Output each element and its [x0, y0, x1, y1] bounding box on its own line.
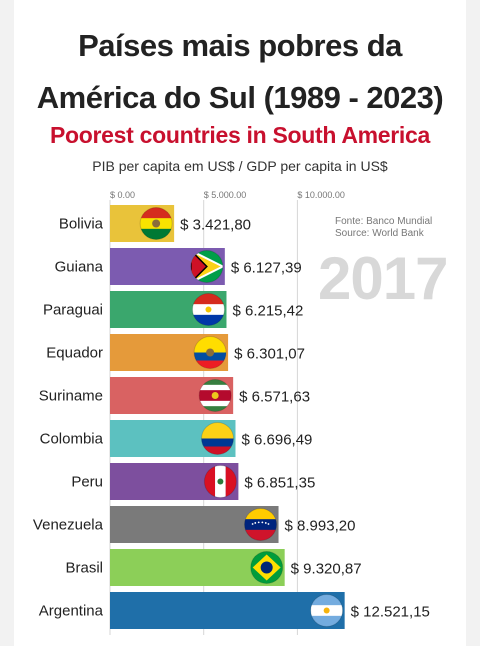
category-label: Paraguai: [43, 302, 103, 319]
x-tick-label: $ 10.000.00: [297, 190, 345, 200]
value-label: $ 6.571,63: [239, 389, 310, 406]
year-label: 2017: [318, 245, 448, 312]
guyana-flag: [190, 250, 223, 283]
bolivia-flag: [140, 207, 173, 240]
category-label: Peru: [71, 474, 103, 491]
value-label: $ 6.215,42: [232, 303, 303, 320]
value-label: $ 8.993,20: [285, 518, 356, 535]
bar-row: Paraguai $ 6.215,42: [43, 291, 303, 328]
x-tick-label: $ 5.000.00: [204, 190, 247, 200]
title-line-2: América do Sul (1989 - 2023): [36, 80, 444, 115]
value-label: $ 6.696,49: [241, 432, 312, 449]
category-label: Bolivia: [59, 216, 104, 233]
right-margin: [466, 0, 480, 646]
value-label: $ 6.127,39: [231, 260, 302, 277]
argentina-flag: [310, 594, 343, 627]
category-label: Equador: [46, 345, 103, 362]
bar-row: Brasil $ 9.320,87: [65, 549, 362, 586]
bar-row: Peru $ 6.851,35: [71, 463, 315, 500]
bar-row: Colombia $ 6.696,49: [40, 420, 312, 457]
brazil-flag: [250, 551, 283, 584]
bar-row: Bolivia $ 3.421,80: [59, 205, 251, 242]
value-label: $ 12.521,15: [351, 604, 430, 621]
source-line-1: Fonte: Banco Mundial: [335, 216, 433, 227]
category-label: Guiana: [55, 259, 104, 276]
source-line-2: Source: World Bank: [335, 228, 424, 239]
bar-row: Argentina $ 12.521,15: [39, 592, 430, 629]
paraguay-flag: [192, 293, 225, 326]
category-label: Venezuela: [33, 517, 104, 534]
value-label: $ 9.320,87: [291, 561, 362, 578]
colombia-flag: [201, 422, 234, 455]
category-label: Argentina: [39, 603, 104, 620]
venezuela-flag: [244, 508, 277, 541]
ecuador-flag: [194, 336, 227, 369]
category-label: Brasil: [65, 560, 103, 577]
peru-flag: [204, 465, 237, 498]
title-line-1: Países mais pobres da: [78, 28, 402, 63]
source-note: Fonte: Banco Mundial Source: World Bank: [335, 216, 432, 240]
suriname-flag: [199, 379, 232, 412]
bar-row: Equador $ 6.301,07: [46, 334, 305, 371]
bar-row: Guiana $ 6.127,39: [55, 248, 302, 285]
bar-row: Suriname $ 6.571,63: [39, 377, 310, 414]
x-tick-label: $ 0.00: [110, 190, 135, 200]
value-label: $ 6.851,35: [244, 475, 315, 492]
value-label: $ 3.421,80: [180, 217, 251, 234]
category-label: Suriname: [39, 388, 103, 405]
value-label: $ 6.301,07: [234, 346, 305, 363]
unit-label: PIB per capita em US$ / GDP per capita i…: [92, 158, 388, 174]
subtitle: Poorest countries in South America: [49, 122, 431, 148]
bar: [110, 592, 345, 629]
category-label: Colombia: [40, 431, 104, 448]
bar-row: Venezuela $ 8.993,20: [33, 506, 356, 543]
left-margin: [0, 0, 14, 646]
